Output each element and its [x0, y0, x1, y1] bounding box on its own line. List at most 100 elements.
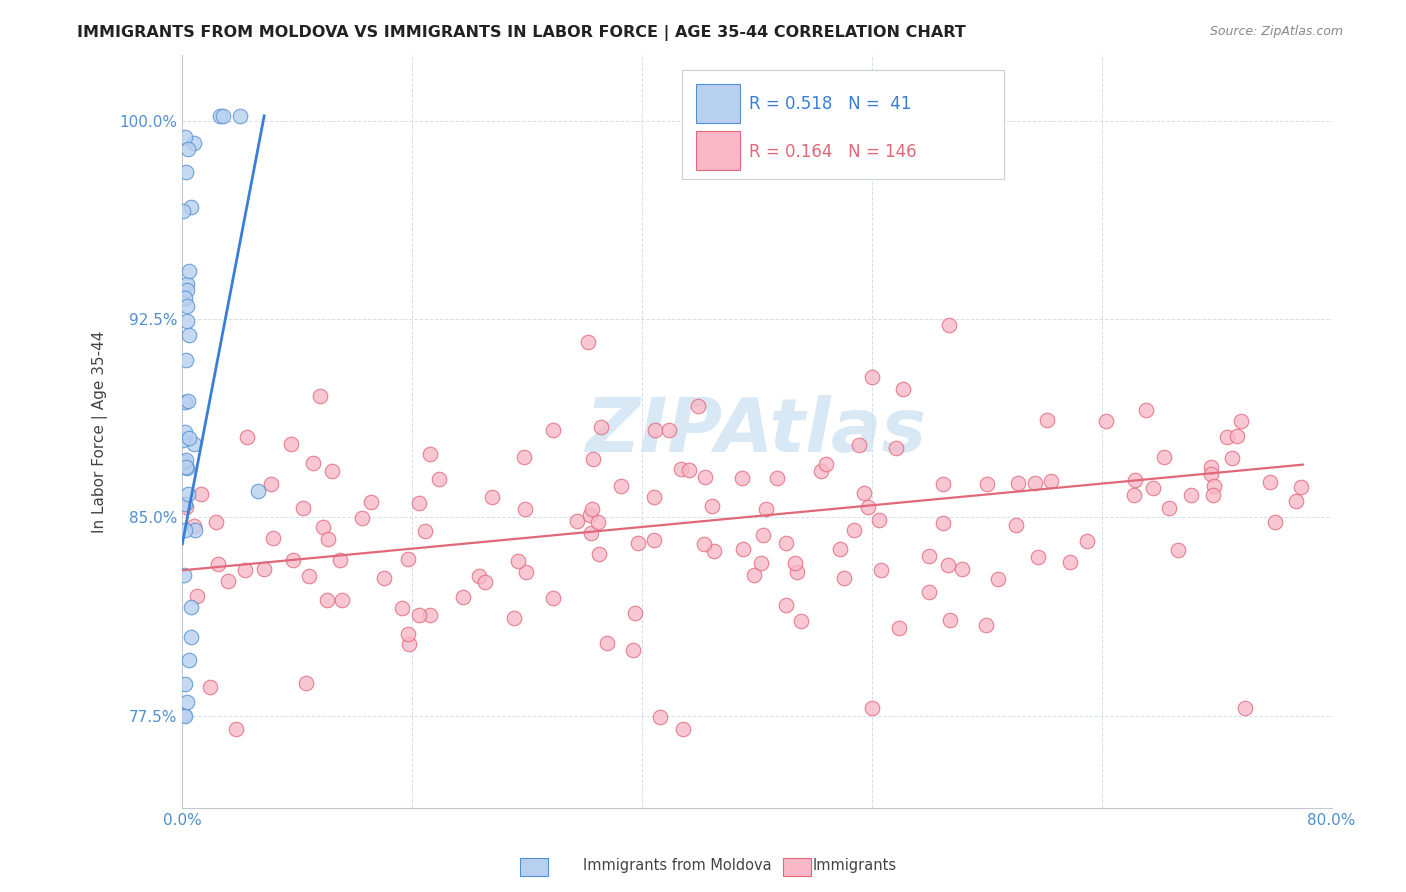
Point	[828, 541, 851, 556]
Point	[669, 462, 692, 476]
Point	[1153, 450, 1175, 464]
Point	[176, 353, 198, 368]
Point	[176, 695, 198, 709]
Point	[225, 722, 247, 736]
Point	[648, 710, 671, 724]
Point	[541, 591, 564, 605]
Point	[396, 627, 419, 641]
Point	[752, 528, 775, 542]
Point	[785, 556, 807, 570]
Point	[179, 264, 201, 278]
Point	[173, 455, 195, 469]
Point	[229, 109, 252, 123]
Point	[932, 476, 955, 491]
Point	[786, 565, 808, 579]
Point	[643, 533, 665, 547]
Text: R = 0.518   N =  41: R = 0.518 N = 41	[749, 95, 911, 113]
Point	[174, 459, 197, 474]
Point	[217, 574, 239, 588]
Point	[172, 434, 194, 448]
Point	[311, 519, 333, 533]
Point	[236, 430, 259, 444]
Point	[884, 441, 907, 455]
Point	[419, 447, 441, 461]
Point	[315, 593, 337, 607]
Point	[790, 614, 813, 628]
Point	[508, 553, 530, 567]
Point	[176, 314, 198, 328]
Point	[262, 532, 284, 546]
Point	[1076, 533, 1098, 548]
Point	[205, 515, 228, 529]
Point	[868, 513, 890, 527]
Point	[174, 500, 197, 514]
Point	[627, 536, 650, 550]
Point	[936, 558, 959, 572]
Point	[862, 370, 884, 384]
Point	[749, 557, 772, 571]
Point	[302, 456, 325, 470]
Point	[180, 200, 202, 214]
Point	[280, 437, 302, 451]
Point	[939, 613, 962, 627]
Point	[298, 569, 321, 583]
Point	[1024, 476, 1046, 491]
Point	[581, 502, 603, 516]
Point	[281, 552, 304, 566]
Point	[889, 621, 911, 635]
Point	[595, 636, 617, 650]
Point	[1004, 517, 1026, 532]
Point	[853, 486, 876, 500]
Point	[766, 470, 789, 484]
Point	[512, 450, 534, 464]
Point	[183, 136, 205, 150]
Point	[180, 600, 202, 615]
Point	[173, 497, 195, 511]
Point	[1122, 488, 1144, 502]
Point	[731, 542, 754, 557]
Point	[1166, 543, 1188, 558]
Point	[174, 165, 197, 179]
Point	[856, 500, 879, 514]
Point	[672, 722, 695, 736]
Point	[207, 558, 229, 572]
Point	[174, 453, 197, 467]
FancyBboxPatch shape	[682, 70, 1004, 179]
Point	[174, 708, 197, 723]
Point	[693, 537, 716, 551]
Point	[316, 532, 339, 546]
Point	[814, 457, 837, 471]
Point	[755, 502, 778, 516]
Point	[183, 437, 205, 451]
Point	[183, 519, 205, 533]
Point	[481, 490, 503, 504]
Point	[308, 389, 330, 403]
Point	[775, 536, 797, 550]
Point	[1157, 500, 1180, 515]
Point	[172, 204, 194, 219]
Point	[408, 608, 430, 623]
Point	[177, 431, 200, 445]
Point	[503, 611, 526, 625]
Point	[742, 568, 765, 582]
Point	[1199, 467, 1222, 481]
Point	[173, 291, 195, 305]
Point	[1199, 460, 1222, 475]
Point	[974, 618, 997, 632]
Point	[624, 607, 647, 621]
Point	[702, 499, 724, 513]
Point	[609, 478, 631, 492]
Point	[1216, 430, 1239, 444]
Point	[1094, 414, 1116, 428]
Point	[918, 549, 941, 563]
Point	[419, 607, 441, 622]
Point	[391, 601, 413, 615]
Point	[174, 524, 197, 538]
Point	[173, 567, 195, 582]
Point	[176, 299, 198, 313]
Point	[931, 516, 953, 531]
Point	[373, 571, 395, 585]
Point	[176, 461, 198, 475]
Point	[413, 524, 436, 539]
Point	[1230, 415, 1253, 429]
